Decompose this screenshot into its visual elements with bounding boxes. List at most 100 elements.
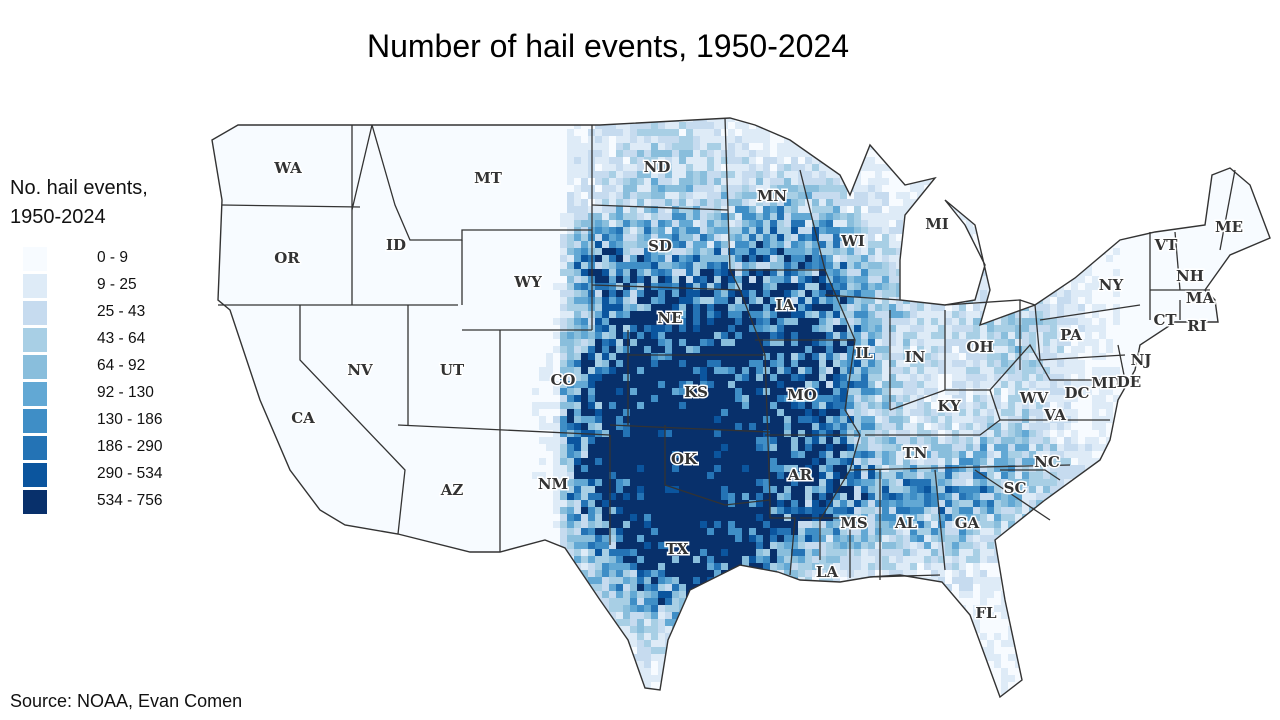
hail-cell — [749, 647, 756, 654]
hail-cell — [609, 157, 616, 164]
hail-cell — [567, 150, 574, 157]
hail-cell — [588, 626, 595, 633]
hail-cell — [651, 437, 658, 444]
hail-cell — [784, 577, 791, 584]
hail-cell — [665, 451, 672, 458]
hail-cell — [574, 535, 581, 542]
hail-cell — [609, 332, 616, 339]
hail-cell — [980, 437, 987, 444]
hail-cell — [854, 486, 861, 493]
hail-cell — [882, 640, 889, 647]
hail-cell — [826, 325, 833, 332]
hail-cell — [721, 626, 728, 633]
hail-cell — [882, 220, 889, 227]
hail-cell — [658, 556, 665, 563]
hail-cell — [896, 647, 903, 654]
hail-cell — [693, 409, 700, 416]
hail-cell — [931, 325, 938, 332]
hail-cell — [651, 514, 658, 521]
hail-cell — [714, 682, 721, 689]
hail-cell — [581, 178, 588, 185]
hail-cell — [679, 416, 686, 423]
hail-cell — [1022, 486, 1029, 493]
hail-cell — [868, 164, 875, 171]
hail-cell — [798, 486, 805, 493]
hail-cell — [938, 409, 945, 416]
hail-cell — [665, 605, 672, 612]
hail-cell — [826, 255, 833, 262]
hail-cell — [1029, 675, 1036, 682]
legend-label: 290 - 534 — [97, 465, 163, 482]
hail-cell — [868, 465, 875, 472]
hail-cell — [777, 234, 784, 241]
hail-cell — [567, 458, 574, 465]
hail-cell — [917, 612, 924, 619]
hail-cell — [735, 584, 742, 591]
hail-cell — [777, 262, 784, 269]
hail-cell — [728, 633, 735, 640]
hail-cell — [854, 241, 861, 248]
hail-cell — [791, 605, 798, 612]
hail-cell — [952, 577, 959, 584]
hail-cell — [644, 206, 651, 213]
hail-cell — [931, 521, 938, 528]
hail-cell — [609, 171, 616, 178]
hail-cell — [966, 157, 973, 164]
hail-cell — [714, 325, 721, 332]
hail-cell — [903, 423, 910, 430]
hail-cell — [686, 570, 693, 577]
hail-cell — [616, 374, 623, 381]
hail-cell — [1008, 465, 1015, 472]
hail-cell — [567, 416, 574, 423]
hail-cell — [784, 584, 791, 591]
hail-cell — [644, 262, 651, 269]
legend-swatch — [23, 382, 47, 406]
hail-cell — [861, 381, 868, 388]
hail-cell — [1015, 570, 1022, 577]
hail-cell — [917, 346, 924, 353]
hail-cell — [868, 248, 875, 255]
hail-cell — [574, 521, 581, 528]
hail-cell — [819, 374, 826, 381]
hail-cell — [770, 353, 777, 360]
hail-cell — [560, 500, 567, 507]
hail-cell — [875, 451, 882, 458]
hail-cell — [665, 269, 672, 276]
hail-cell — [1029, 451, 1036, 458]
hail-cell — [735, 591, 742, 598]
hail-cell — [672, 542, 679, 549]
hail-cell — [679, 647, 686, 654]
hail-cell — [924, 535, 931, 542]
hail-cell — [763, 192, 770, 199]
hail-cell — [840, 696, 847, 697]
hail-cell — [791, 185, 798, 192]
hail-cell — [644, 633, 651, 640]
hail-cell — [770, 409, 777, 416]
hail-cell — [882, 367, 889, 374]
hail-cell — [882, 612, 889, 619]
hail-cell — [609, 507, 616, 514]
hail-cell — [875, 437, 882, 444]
hail-cell — [1029, 402, 1036, 409]
hail-cell — [686, 451, 693, 458]
hail-cell — [560, 374, 567, 381]
hail-cell — [721, 416, 728, 423]
hail-cell — [847, 129, 854, 136]
hail-cell — [707, 486, 714, 493]
hail-cell — [623, 136, 630, 143]
hail-cell — [777, 626, 784, 633]
hail-cell — [945, 360, 952, 367]
hail-cell — [819, 493, 826, 500]
hail-cell — [910, 493, 917, 500]
hail-cell — [693, 213, 700, 220]
hail-cell — [1001, 409, 1008, 416]
hail-cell — [938, 304, 945, 311]
hail-cell — [609, 458, 616, 465]
hail-cell — [896, 591, 903, 598]
hail-cell — [945, 619, 952, 626]
hail-cell — [889, 118, 896, 122]
hail-cell — [581, 549, 588, 556]
hail-cell — [665, 262, 672, 269]
hail-cell — [644, 577, 651, 584]
hail-cell — [770, 255, 777, 262]
